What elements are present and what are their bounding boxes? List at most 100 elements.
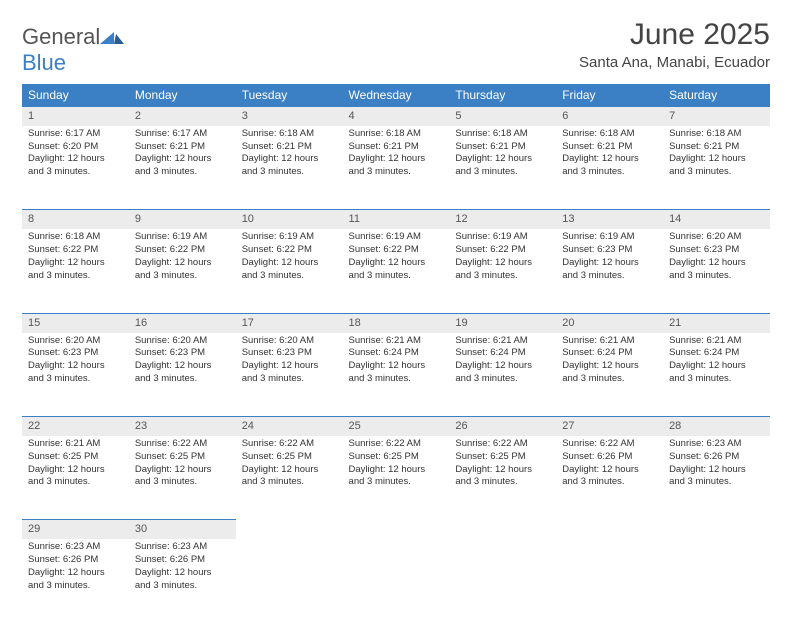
day-cell: Sunrise: 6:19 AMSunset: 6:23 PMDaylight:… bbox=[556, 229, 663, 313]
day-cell: Sunrise: 6:18 AMSunset: 6:21 PMDaylight:… bbox=[556, 126, 663, 210]
day-number-cell: 10 bbox=[236, 210, 343, 229]
sunset-text: Sunset: 6:23 PM bbox=[562, 244, 657, 257]
day-number-cell: 3 bbox=[236, 107, 343, 126]
daylight-text: Daylight: 12 hours and 3 minutes. bbox=[135, 360, 230, 386]
day-cell: Sunrise: 6:20 AMSunset: 6:23 PMDaylight:… bbox=[236, 333, 343, 417]
day-cell: Sunrise: 6:22 AMSunset: 6:25 PMDaylight:… bbox=[129, 436, 236, 520]
day-cell: Sunrise: 6:19 AMSunset: 6:22 PMDaylight:… bbox=[236, 229, 343, 313]
daylight-text: Daylight: 12 hours and 3 minutes. bbox=[349, 257, 444, 283]
daynum-row: 891011121314 bbox=[22, 210, 770, 229]
day-cell: Sunrise: 6:21 AMSunset: 6:25 PMDaylight:… bbox=[22, 436, 129, 520]
day-cell: Sunrise: 6:21 AMSunset: 6:24 PMDaylight:… bbox=[343, 333, 450, 417]
day-cell-body: Sunrise: 6:20 AMSunset: 6:23 PMDaylight:… bbox=[236, 333, 343, 390]
sunset-text: Sunset: 6:23 PM bbox=[28, 347, 123, 360]
day-cell: Sunrise: 6:20 AMSunset: 6:23 PMDaylight:… bbox=[22, 333, 129, 417]
sunrise-text: Sunrise: 6:19 AM bbox=[242, 231, 337, 244]
day-body-row: Sunrise: 6:17 AMSunset: 6:20 PMDaylight:… bbox=[22, 126, 770, 210]
day-cell-body: Sunrise: 6:22 AMSunset: 6:25 PMDaylight:… bbox=[129, 436, 236, 493]
sunset-text: Sunset: 6:25 PM bbox=[349, 451, 444, 464]
day-cell-body: Sunrise: 6:19 AMSunset: 6:22 PMDaylight:… bbox=[343, 229, 450, 286]
day-cell-body: Sunrise: 6:22 AMSunset: 6:25 PMDaylight:… bbox=[343, 436, 450, 493]
day-cell: Sunrise: 6:22 AMSunset: 6:25 PMDaylight:… bbox=[236, 436, 343, 520]
sunrise-text: Sunrise: 6:18 AM bbox=[349, 128, 444, 141]
daylight-text: Daylight: 12 hours and 3 minutes. bbox=[28, 153, 123, 179]
day-cell-body: Sunrise: 6:20 AMSunset: 6:23 PMDaylight:… bbox=[663, 229, 770, 286]
day-cell-body: Sunrise: 6:23 AMSunset: 6:26 PMDaylight:… bbox=[22, 539, 129, 596]
sunrise-text: Sunrise: 6:19 AM bbox=[349, 231, 444, 244]
weekday-header-row: Sunday Monday Tuesday Wednesday Thursday… bbox=[22, 84, 770, 107]
daylight-text: Daylight: 12 hours and 3 minutes. bbox=[669, 360, 764, 386]
sunrise-text: Sunrise: 6:21 AM bbox=[349, 335, 444, 348]
location-text: Santa Ana, Manabi, Ecuador bbox=[579, 54, 770, 71]
daylight-text: Daylight: 12 hours and 3 minutes. bbox=[242, 153, 337, 179]
day-number-cell bbox=[449, 520, 556, 539]
col-thursday: Thursday bbox=[449, 84, 556, 107]
day-cell-body: Sunrise: 6:23 AMSunset: 6:26 PMDaylight:… bbox=[129, 539, 236, 596]
sunrise-text: Sunrise: 6:18 AM bbox=[562, 128, 657, 141]
header: General Blue June 2025 Santa Ana, Manabi… bbox=[22, 18, 770, 76]
day-cell-body: Sunrise: 6:20 AMSunset: 6:23 PMDaylight:… bbox=[129, 333, 236, 390]
sunrise-text: Sunrise: 6:19 AM bbox=[562, 231, 657, 244]
sunrise-text: Sunrise: 6:18 AM bbox=[28, 231, 123, 244]
calendar-table: Sunday Monday Tuesday Wednesday Thursday… bbox=[22, 84, 770, 623]
day-cell-body: Sunrise: 6:19 AMSunset: 6:22 PMDaylight:… bbox=[236, 229, 343, 286]
day-body-row: Sunrise: 6:20 AMSunset: 6:23 PMDaylight:… bbox=[22, 333, 770, 417]
day-number-cell: 22 bbox=[22, 417, 129, 436]
sunrise-text: Sunrise: 6:21 AM bbox=[455, 335, 550, 348]
day-cell: Sunrise: 6:22 AMSunset: 6:25 PMDaylight:… bbox=[343, 436, 450, 520]
sunset-text: Sunset: 6:21 PM bbox=[455, 141, 550, 154]
daylight-text: Daylight: 12 hours and 3 minutes. bbox=[562, 153, 657, 179]
col-wednesday: Wednesday bbox=[343, 84, 450, 107]
day-cell-body: Sunrise: 6:18 AMSunset: 6:21 PMDaylight:… bbox=[236, 126, 343, 183]
day-cell-body: Sunrise: 6:19 AMSunset: 6:23 PMDaylight:… bbox=[556, 229, 663, 286]
day-cell: Sunrise: 6:18 AMSunset: 6:22 PMDaylight:… bbox=[22, 229, 129, 313]
day-number-cell: 11 bbox=[343, 210, 450, 229]
sunset-text: Sunset: 6:22 PM bbox=[455, 244, 550, 257]
brand-name-1: General bbox=[22, 24, 100, 49]
daynum-row: 22232425262728 bbox=[22, 417, 770, 436]
daylight-text: Daylight: 12 hours and 3 minutes. bbox=[135, 153, 230, 179]
day-number-cell: 8 bbox=[22, 210, 129, 229]
day-number-cell bbox=[343, 520, 450, 539]
day-cell-body: Sunrise: 6:22 AMSunset: 6:25 PMDaylight:… bbox=[236, 436, 343, 493]
day-cell-body: Sunrise: 6:21 AMSunset: 6:24 PMDaylight:… bbox=[449, 333, 556, 390]
day-number-cell: 15 bbox=[22, 313, 129, 332]
col-saturday: Saturday bbox=[663, 84, 770, 107]
sunset-text: Sunset: 6:22 PM bbox=[135, 244, 230, 257]
daylight-text: Daylight: 12 hours and 3 minutes. bbox=[242, 257, 337, 283]
daylight-text: Daylight: 12 hours and 3 minutes. bbox=[455, 360, 550, 386]
day-cell-body: Sunrise: 6:21 AMSunset: 6:25 PMDaylight:… bbox=[22, 436, 129, 493]
day-cell: Sunrise: 6:23 AMSunset: 6:26 PMDaylight:… bbox=[22, 539, 129, 623]
day-number-cell: 18 bbox=[343, 313, 450, 332]
day-number-cell: 27 bbox=[556, 417, 663, 436]
day-number-cell bbox=[556, 520, 663, 539]
day-cell: Sunrise: 6:20 AMSunset: 6:23 PMDaylight:… bbox=[663, 229, 770, 313]
sunrise-text: Sunrise: 6:22 AM bbox=[242, 438, 337, 451]
day-cell bbox=[556, 539, 663, 623]
day-number-cell: 26 bbox=[449, 417, 556, 436]
sunset-text: Sunset: 6:21 PM bbox=[135, 141, 230, 154]
daylight-text: Daylight: 12 hours and 3 minutes. bbox=[455, 464, 550, 490]
day-cell: Sunrise: 6:18 AMSunset: 6:21 PMDaylight:… bbox=[449, 126, 556, 210]
day-number-cell: 13 bbox=[556, 210, 663, 229]
sunset-text: Sunset: 6:23 PM bbox=[669, 244, 764, 257]
day-number-cell: 17 bbox=[236, 313, 343, 332]
day-cell: Sunrise: 6:19 AMSunset: 6:22 PMDaylight:… bbox=[129, 229, 236, 313]
sunset-text: Sunset: 6:24 PM bbox=[349, 347, 444, 360]
day-cell: Sunrise: 6:17 AMSunset: 6:21 PMDaylight:… bbox=[129, 126, 236, 210]
day-cell-body: Sunrise: 6:21 AMSunset: 6:24 PMDaylight:… bbox=[343, 333, 450, 390]
day-cell: Sunrise: 6:22 AMSunset: 6:26 PMDaylight:… bbox=[556, 436, 663, 520]
sunset-text: Sunset: 6:25 PM bbox=[28, 451, 123, 464]
day-cell: Sunrise: 6:22 AMSunset: 6:25 PMDaylight:… bbox=[449, 436, 556, 520]
day-cell: Sunrise: 6:23 AMSunset: 6:26 PMDaylight:… bbox=[663, 436, 770, 520]
day-number-cell: 19 bbox=[449, 313, 556, 332]
day-number-cell: 16 bbox=[129, 313, 236, 332]
day-cell-body: Sunrise: 6:19 AMSunset: 6:22 PMDaylight:… bbox=[449, 229, 556, 286]
brand-logo: General Blue bbox=[22, 24, 124, 76]
sunset-text: Sunset: 6:24 PM bbox=[455, 347, 550, 360]
col-sunday: Sunday bbox=[22, 84, 129, 107]
daylight-text: Daylight: 12 hours and 3 minutes. bbox=[28, 567, 123, 593]
sunset-text: Sunset: 6:24 PM bbox=[562, 347, 657, 360]
daylight-text: Daylight: 12 hours and 3 minutes. bbox=[242, 464, 337, 490]
sunrise-text: Sunrise: 6:17 AM bbox=[135, 128, 230, 141]
